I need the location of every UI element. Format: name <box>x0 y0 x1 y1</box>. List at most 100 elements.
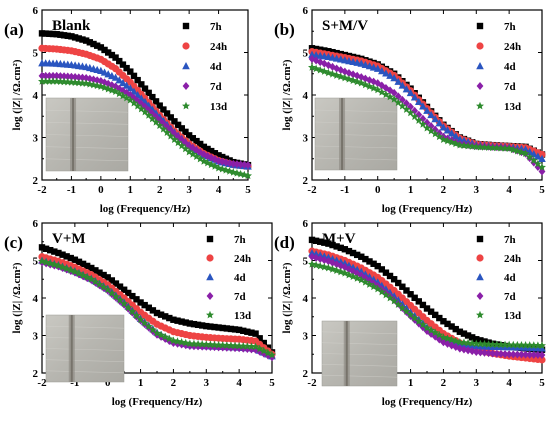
data-point <box>357 271 365 280</box>
data-point <box>108 51 116 59</box>
data-point <box>152 98 160 105</box>
data-point <box>530 350 538 359</box>
legend-marker <box>476 62 484 70</box>
data-point <box>149 307 157 314</box>
x-tick-label: -1 <box>70 377 79 389</box>
data-point <box>345 247 353 255</box>
data-point <box>145 89 152 97</box>
y-tick-label: 2 <box>33 368 39 380</box>
data-point <box>423 305 431 312</box>
data-point <box>308 54 316 63</box>
data-point <box>377 287 386 296</box>
data-point <box>431 115 440 123</box>
legend-label: 13d <box>210 101 227 113</box>
data-point <box>513 350 521 359</box>
data-point <box>403 287 410 294</box>
data-point <box>406 310 415 319</box>
data-point <box>181 338 190 347</box>
data-point <box>75 258 83 266</box>
data-point <box>533 341 542 349</box>
data-point <box>144 322 153 330</box>
data-point <box>472 142 481 151</box>
data-point <box>120 286 128 293</box>
data-point <box>46 259 55 267</box>
legend-marker <box>182 22 190 30</box>
data-point <box>141 301 148 309</box>
series-13d <box>38 257 276 359</box>
data-point <box>157 311 165 318</box>
legend-label: 24h <box>210 41 227 53</box>
data-point <box>316 255 324 263</box>
legend: 7h 24h 4d 7d 13d <box>206 234 251 322</box>
data-point <box>378 66 386 75</box>
y-tick-label: 6 <box>33 218 39 230</box>
data-point <box>522 350 529 359</box>
legend-label: 24h <box>504 253 521 265</box>
legend-label: 7h <box>234 234 246 246</box>
data-point <box>410 112 419 121</box>
data-point <box>325 240 332 247</box>
data-point <box>68 72 75 81</box>
legend-label: 4d <box>504 61 516 73</box>
data-point <box>144 111 153 119</box>
data-point <box>374 262 381 270</box>
y-tick-label: 6 <box>33 5 39 17</box>
data-point <box>365 62 374 70</box>
data-point <box>308 260 316 268</box>
data-point <box>497 349 505 358</box>
data-point <box>513 340 522 349</box>
data-point <box>395 279 402 287</box>
data-point <box>337 66 345 75</box>
data-point <box>411 294 418 302</box>
x-tick-label: 5 <box>269 377 275 389</box>
data-point <box>244 328 251 335</box>
data-point <box>71 256 79 263</box>
data-point <box>206 340 215 349</box>
y-tick-label: 6 <box>303 5 309 17</box>
data-point <box>501 350 509 359</box>
data-point <box>189 144 197 153</box>
legend-label: 24h <box>234 253 251 265</box>
legend-label: 13d <box>234 310 251 322</box>
x-tick-label: -2 <box>307 184 317 196</box>
data-point <box>229 159 237 168</box>
data-point <box>79 36 86 43</box>
data-point <box>402 307 411 315</box>
data-point <box>484 143 493 151</box>
panel-letter: (c) <box>4 233 23 252</box>
data-point <box>460 136 468 144</box>
data-point <box>190 320 198 328</box>
x-tick-label: 1 <box>138 377 144 389</box>
data-point <box>357 73 365 82</box>
y-tick-label: 4 <box>33 293 39 305</box>
data-point <box>42 258 51 266</box>
legend: 7h 24h 4d 7d 13d <box>182 21 227 113</box>
data-point <box>182 319 189 326</box>
data-point <box>414 317 423 325</box>
y-tick-label: 2 <box>303 368 309 380</box>
data-point <box>464 332 472 339</box>
data-point <box>447 129 456 137</box>
data-point <box>509 340 518 349</box>
data-point <box>418 120 427 128</box>
data-point <box>373 64 382 72</box>
y-tick-label: 5 <box>33 256 39 268</box>
data-point <box>460 345 468 354</box>
data-point <box>100 271 107 279</box>
data-point <box>148 114 157 123</box>
panel-title: S+M/V <box>322 18 368 34</box>
data-point <box>218 341 227 349</box>
data-point <box>60 32 68 39</box>
series-13d <box>308 63 546 171</box>
data-point <box>473 336 480 343</box>
legend-label: 4d <box>210 61 222 73</box>
data-point <box>337 261 345 270</box>
data-point <box>166 131 175 140</box>
data-point <box>252 330 259 337</box>
data-point <box>71 73 79 82</box>
data-point <box>125 289 132 297</box>
data-point <box>200 143 208 151</box>
data-point <box>256 335 263 342</box>
data-point <box>538 356 546 364</box>
data-point <box>337 244 344 252</box>
